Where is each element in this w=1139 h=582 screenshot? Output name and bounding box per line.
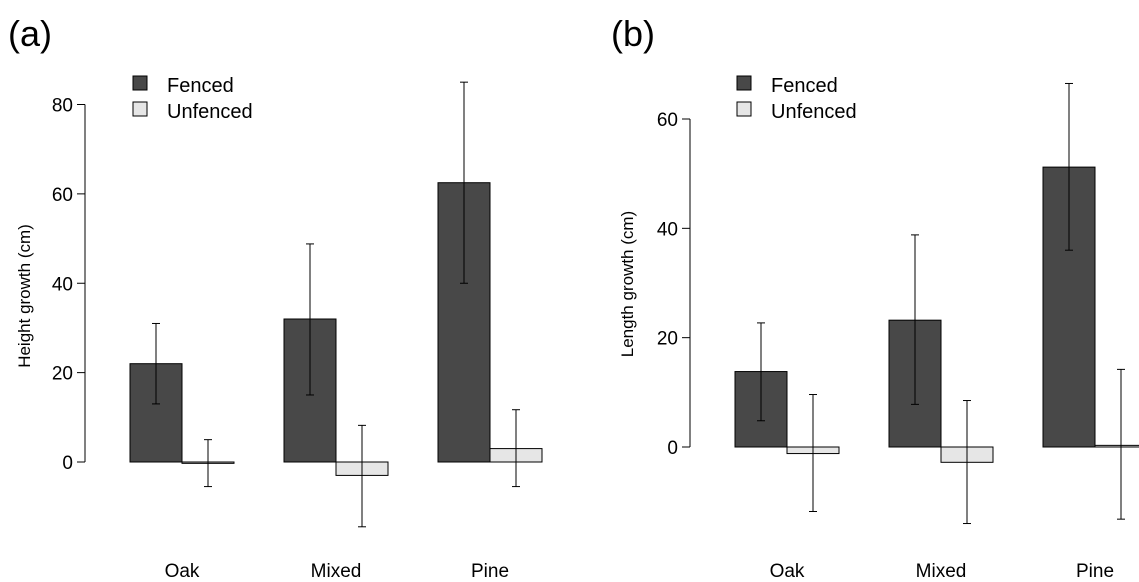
panel-b-y-tick-label: 40 xyxy=(657,219,678,240)
panel-a-y-tick-label: 40 xyxy=(52,274,73,295)
panel-a-y-tick-label: 20 xyxy=(52,364,73,385)
panel-b-bar-unfenced-pine xyxy=(1094,444,1139,448)
panel-b-y-tick-label: 0 xyxy=(667,438,678,459)
panel-b-category-label-mixed: Mixed xyxy=(916,561,967,582)
panel-a-category-label-mixed: Mixed xyxy=(311,561,362,582)
panel-b-label: (b) xyxy=(611,13,655,54)
panel-a-y-tick-label: 0 xyxy=(62,453,73,474)
panel-b-legend-label-fenced: Fenced xyxy=(771,75,838,97)
panel-b-category-label-oak: Oak xyxy=(770,561,805,582)
panel-b-y-tick-label: 20 xyxy=(657,329,678,350)
panel-a-y-axis-title: Height growth (cm) xyxy=(15,224,34,368)
panel-a-y-tick-label: 80 xyxy=(52,96,73,117)
panel-a-category-label-pine: Pine xyxy=(471,561,509,582)
panel-a-category-label-oak: Oak xyxy=(165,561,200,582)
panel-b-category-label-pine: Pine xyxy=(1076,561,1114,582)
panel-a-legend-label-unfenced: Unfenced xyxy=(167,101,253,123)
panel-b-y-tick-label: 60 xyxy=(657,110,678,131)
panel-a-y-tick-label: 60 xyxy=(52,185,73,206)
panel-a-legend-label-fenced: Fenced xyxy=(167,75,234,97)
panel-a-legend-swatch-fenced xyxy=(132,75,148,91)
panel-b-legend-swatch-fenced xyxy=(736,75,752,91)
panel-a-legend-swatch-unfenced xyxy=(132,101,148,117)
panel-b-legend-label-unfenced: Unfenced xyxy=(771,101,857,123)
panel-b-y-axis-title: Length growth (cm) xyxy=(618,211,637,357)
panel-b-legend-swatch-unfenced xyxy=(736,101,752,117)
panel-a-label: (a) xyxy=(8,13,52,54)
